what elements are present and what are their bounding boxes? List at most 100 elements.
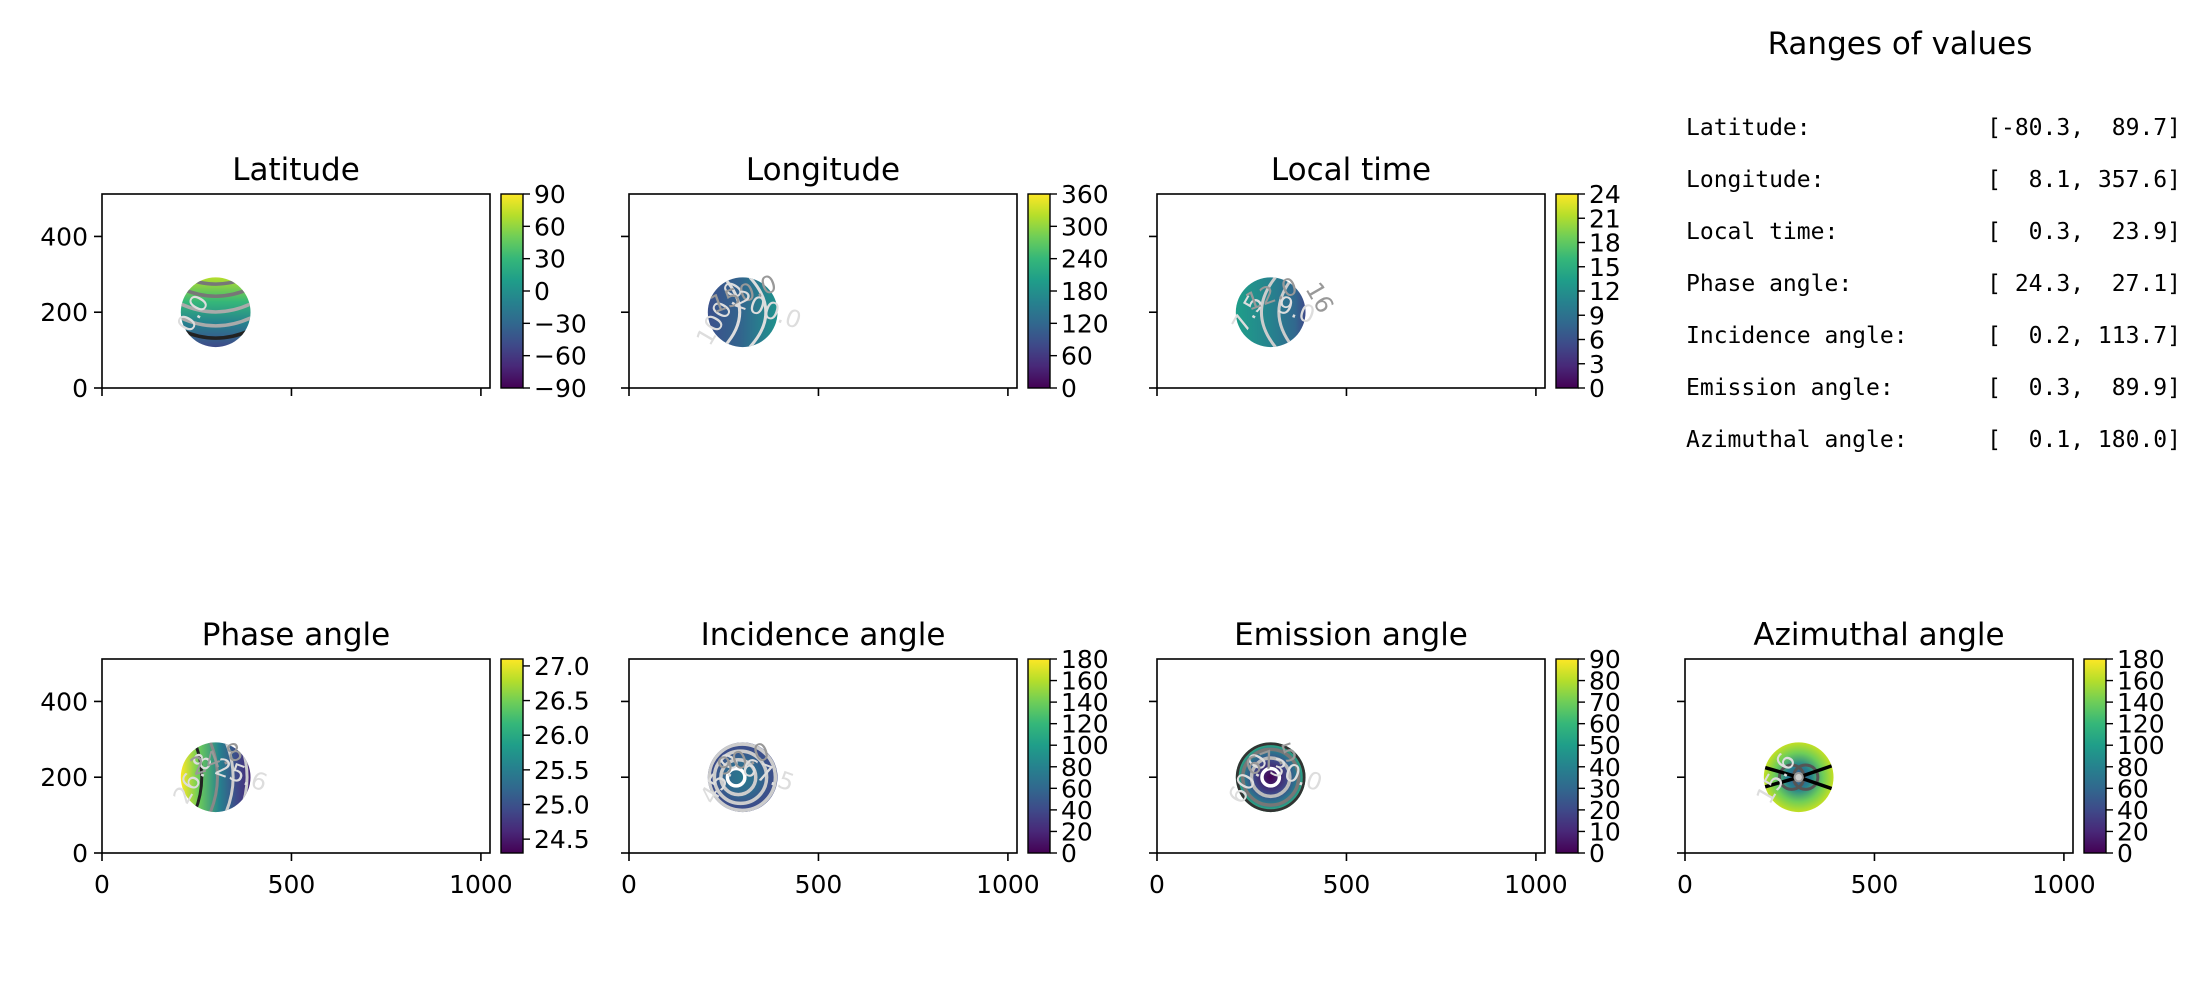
contour-line bbox=[193, 742, 204, 813]
colorbar-tick-label: 6 bbox=[1589, 326, 1605, 355]
colorbar-tick-label: 25.5 bbox=[534, 756, 590, 785]
contour-line bbox=[748, 277, 768, 348]
range-value: [-80.3, 89.7] bbox=[1987, 115, 2181, 141]
range-value: [ 0.1, 180.0] bbox=[1987, 427, 2181, 453]
colorbar-tick-label: 0 bbox=[1589, 374, 1605, 403]
range-row-phase-angle: Phase angle: [ 24.3, 27.1] bbox=[1686, 271, 2186, 323]
colorbar bbox=[2083, 658, 2107, 854]
x-tick-label: 500 bbox=[795, 870, 843, 899]
colorbar-tick-label: 30 bbox=[1589, 774, 1621, 803]
contour-line bbox=[725, 766, 747, 788]
ranges-table: Latitude: [-80.3, 89.7] Longitude: [ 8.1… bbox=[1686, 115, 2186, 479]
range-name: Local time: bbox=[1686, 219, 1839, 245]
range-row-local-time: Local time: [ 0.3, 23.9] bbox=[1686, 219, 2186, 271]
y-tick-label: 0 bbox=[72, 839, 88, 868]
contour-line bbox=[722, 277, 742, 348]
colorbar-tick-label: 140 bbox=[2117, 688, 2165, 717]
range-value: [ 8.1, 357.6] bbox=[1987, 167, 2181, 193]
colorbar-tick-label: 20 bbox=[1061, 817, 1093, 846]
contour-lines bbox=[707, 742, 778, 813]
colorbar-tick-label: 0 bbox=[1061, 839, 1077, 868]
colorbar-tick-label: 20 bbox=[2117, 817, 2149, 846]
panel-title: Azimuthal angle bbox=[1753, 617, 2004, 653]
range-row-emission-angle: Emission angle: [ 0.3, 89.9] bbox=[1686, 375, 2186, 427]
colorbar-tick-label: 21 bbox=[1589, 204, 1621, 233]
contour-lines bbox=[1235, 742, 1306, 813]
colorbar bbox=[1555, 193, 1579, 389]
range-name: Longitude: bbox=[1686, 167, 1825, 193]
colorbar-tick-label: 160 bbox=[1061, 667, 1109, 696]
contour-line bbox=[1260, 766, 1282, 788]
colorbar-tick-label: 100 bbox=[2117, 731, 2165, 760]
x-tick-label: 1000 bbox=[1504, 870, 1568, 899]
colorbar-tick-label: 120 bbox=[2117, 710, 2165, 739]
colorbar-tick-label: 120 bbox=[1061, 309, 1109, 338]
x-tick-label: 500 bbox=[1323, 870, 1371, 899]
colorbar-tick-label: 0 bbox=[534, 277, 550, 306]
colorbar-tick-label: 40 bbox=[2117, 796, 2149, 825]
contour-line bbox=[707, 742, 778, 813]
colorbar-tick-label: 40 bbox=[1589, 753, 1621, 782]
colorbar-tick-label: 50 bbox=[1589, 731, 1621, 760]
range-name: Latitude: bbox=[1686, 115, 1811, 141]
range-row-incidence-angle: Incidence angle: [ 0.2, 113.7] bbox=[1686, 323, 2186, 375]
x-tick-label: 0 bbox=[94, 870, 110, 899]
range-value: [ 0.2, 113.7] bbox=[1987, 323, 2181, 349]
ranges-title: Ranges of values bbox=[1767, 26, 2033, 62]
range-name: Incidence angle: bbox=[1686, 323, 1908, 349]
colorbar-tick-label: 60 bbox=[2117, 774, 2149, 803]
range-name: Emission angle: bbox=[1686, 375, 1894, 401]
colorbar-tick-label: 26.5 bbox=[534, 687, 590, 716]
colorbar-tick-label: 180 bbox=[2117, 645, 2165, 674]
contour-line bbox=[209, 742, 219, 813]
colorbar-tick-label: 26.0 bbox=[534, 721, 590, 750]
colorbar-tick-label: −90 bbox=[534, 374, 587, 403]
axes-frame bbox=[628, 193, 1018, 389]
colorbar-tick-label: 3 bbox=[1589, 350, 1605, 379]
range-value: [ 0.3, 23.9] bbox=[1987, 219, 2181, 245]
colorbar-tick-label: 0 bbox=[1061, 374, 1077, 403]
contour-line bbox=[224, 742, 235, 813]
colorbar-tick-label: 120 bbox=[1061, 710, 1109, 739]
colorbar-tick-label: 24.5 bbox=[534, 825, 590, 854]
colorbar-tick-label: 100 bbox=[1061, 731, 1109, 760]
planet-disk bbox=[1235, 742, 1306, 813]
planet-disk bbox=[180, 742, 251, 813]
colorbar-tick-label: 140 bbox=[1061, 688, 1109, 717]
colorbar-tick-label: 90 bbox=[1589, 645, 1621, 674]
contour-line bbox=[1241, 747, 1301, 807]
colorbar-tick-label: −60 bbox=[534, 342, 587, 371]
axes-frame bbox=[101, 193, 491, 389]
colorbar-tick-label: 80 bbox=[2117, 753, 2149, 782]
axes-frame bbox=[628, 658, 1018, 854]
colorbar-tick-label: 60 bbox=[1061, 342, 1093, 371]
contour-line bbox=[1235, 742, 1306, 813]
colorbar-tick-label: 18 bbox=[1589, 229, 1621, 258]
x-tick-label: 0 bbox=[1149, 870, 1165, 899]
colorbar bbox=[500, 193, 524, 389]
axes-frame bbox=[1684, 658, 2074, 854]
planet-disk bbox=[1235, 277, 1306, 348]
panel-title: Local time bbox=[1271, 152, 1431, 188]
colorbar-tick-label: 60 bbox=[534, 212, 566, 241]
colorbar-tick-label: 60 bbox=[1589, 710, 1621, 739]
colorbar-tick-label: 60 bbox=[1061, 774, 1093, 803]
colorbar-tick-label: 30 bbox=[534, 245, 566, 274]
colorbar-tick-label: 180 bbox=[1061, 277, 1109, 306]
colorbar-tick-label: 25.0 bbox=[534, 791, 590, 820]
colorbar-tick-label: 0 bbox=[1589, 839, 1605, 868]
range-value: [ 0.3, 89.9] bbox=[1987, 375, 2181, 401]
panel-title: Phase angle bbox=[202, 617, 390, 653]
colorbar-tick-label: 90 bbox=[534, 180, 566, 209]
y-tick-label: 400 bbox=[40, 687, 88, 716]
colorbar bbox=[1027, 193, 1051, 389]
colorbar-tick-label: 70 bbox=[1589, 688, 1621, 717]
y-tick-label: 200 bbox=[40, 763, 88, 792]
panel-lon: Longitude100.0150.0200.03603002401801206… bbox=[621, 152, 1109, 403]
colorbar-tick-label: 240 bbox=[1061, 245, 1109, 274]
